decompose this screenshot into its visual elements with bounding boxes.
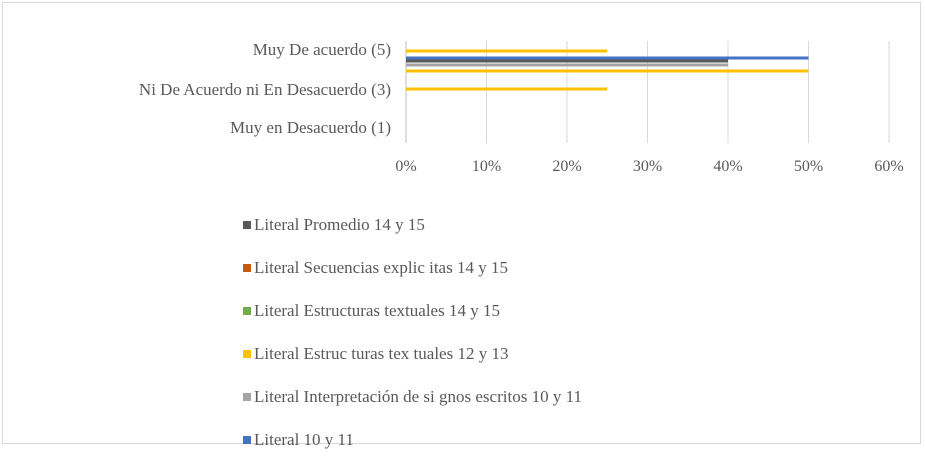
bar xyxy=(406,87,608,91)
legend-label-literal-10: Literal 10 y 11 xyxy=(254,429,354,449)
legend-item-literal-10: Literal 10 y 11 xyxy=(243,418,582,461)
x-tick-label: 20% xyxy=(552,158,581,175)
x-tick-label: 50% xyxy=(794,158,823,175)
bar-chart: 0% 10% 20% 30% 40% 50% 60% Muy De acuerdo (5) Ni… xyxy=(139,40,904,175)
legend-swatch-interpretacion xyxy=(243,392,251,401)
legend-item-promedio: Literal Promedio 14 y 15 xyxy=(243,203,582,246)
legend-swatch-literal-10 xyxy=(243,435,251,444)
legend-swatch-estructuras-14 xyxy=(243,306,251,315)
x-tick-label: 60% xyxy=(874,158,903,175)
legend-label-secuencias: Literal Secuencias explic itas 14 y 15 xyxy=(254,257,508,277)
legend-swatch-estructuras-12 xyxy=(243,349,251,358)
x-tick-label: 10% xyxy=(472,158,501,175)
legend-item-estructuras-12: Literal Estruc turas tex tuales 12 y 13 xyxy=(243,332,582,375)
legend-item-estructuras-14: Literal Estructuras textuales 14 y 15 xyxy=(243,289,582,332)
bar xyxy=(406,63,728,67)
legend-item-interpretacion: Literal Interpretación de si gnos escrit… xyxy=(243,375,582,418)
legend-item-secuencias: Literal Secuencias explic itas 14 y 15 xyxy=(243,246,582,289)
bar xyxy=(406,49,608,53)
legend-swatch-promedio xyxy=(243,220,251,229)
bar xyxy=(406,59,728,63)
legend-label-estructuras-12: Literal Estruc turas tex tuales 12 y 13 xyxy=(254,343,509,363)
category-label: Muy De acuerdo (5) xyxy=(253,40,391,59)
chart-frame: 0% 10% 20% 30% 40% 50% 60% Muy De acuerdo (5) Ni… xyxy=(2,2,921,449)
legend-label-estructuras-14: Literal Estructuras textuales 14 y 15 xyxy=(254,300,500,320)
category-label: Ni De Acuerdo ni En Desacuerdo (3) xyxy=(139,80,391,99)
legend-label-interpretacion: Literal Interpretación de si gnos escrit… xyxy=(254,386,582,406)
legend-label-promedio: Literal Promedio 14 y 15 xyxy=(254,214,425,234)
legend-swatch-secuencias xyxy=(243,263,251,272)
category-label: Muy en Desacuerdo (1) xyxy=(230,118,391,137)
legend: Literal Promedio 14 y 15 Literal Secuenc… xyxy=(243,203,582,461)
bar xyxy=(406,56,809,60)
x-tick-label: 0% xyxy=(395,158,416,175)
x-tick-label: 40% xyxy=(713,158,742,175)
x-tick-label: 30% xyxy=(633,158,662,175)
bar xyxy=(406,69,809,73)
